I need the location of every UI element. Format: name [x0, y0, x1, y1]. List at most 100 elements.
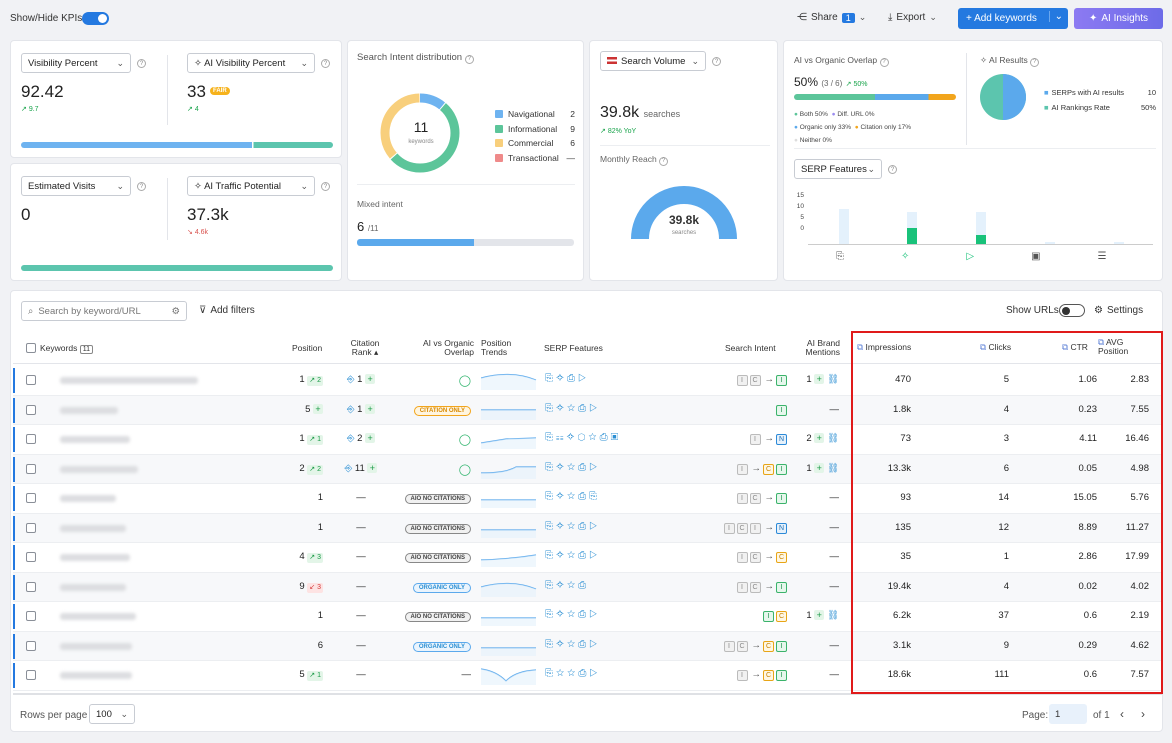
help-icon[interactable]: ? — [137, 59, 146, 68]
citation-cell: ⎆ 2 + — [331, 433, 391, 444]
trend-up-icon: ↗ 3 — [307, 553, 323, 563]
check-circle-icon: ◯ — [458, 463, 471, 476]
keyword-text[interactable] — [60, 613, 136, 620]
table-row[interactable]: 1 — AIO NO CITATIONS ⎘✧☆⎙⎘ I C → I — 93 14 … — [13, 484, 1162, 514]
row-checkbox[interactable] — [26, 581, 36, 592]
settings-button[interactable]: ⚙ Settings — [1094, 305, 1144, 316]
chevron-down-icon[interactable]: ⌄ — [1048, 11, 1063, 22]
search-volume-select[interactable]: Search Volume ⌄ — [600, 51, 706, 71]
chevron-down-icon: ⌄ — [300, 180, 308, 191]
row-checkbox[interactable] — [26, 640, 36, 651]
add-keywords-button[interactable]: + Add keywords ⌄ — [958, 8, 1068, 29]
table-row[interactable]: 5 + ⎆ 1 + CITATION ONLY ⎘✧☆⎙▷ I — 1.8k 4… — [13, 395, 1162, 425]
table-row[interactable]: 2 ↗ 2 ⎆ 11 + ◯ ⎘✧☆⎙▷ I → C I 1 + ⛓ 13.3k 6 … — [13, 454, 1162, 484]
search-icon: ⌕ — [28, 305, 34, 317]
prev-page-icon[interactable]: ‹ — [1120, 707, 1124, 721]
page-label: Page: — [1022, 710, 1049, 721]
select-all-checkbox[interactable] — [26, 343, 36, 353]
keyword-text[interactable] — [60, 465, 138, 473]
keyword-text[interactable] — [60, 406, 118, 414]
table-row[interactable]: 1 — AIO NO CITATIONS ⎘✧☆⎙▷ I C I → N — 135 1… — [13, 513, 1162, 543]
serp-features-icons: ⎘✧☆⎙⎘ — [545, 491, 601, 502]
help-icon[interactable]: ? — [712, 57, 721, 66]
table-row[interactable]: 9 ↙ 3 — ORGANIC ONLY ⎘✧☆⎙ I C → I — 19.4k 4… — [13, 572, 1162, 602]
col-citation-rank[interactable]: Citation Rank ▴ — [350, 338, 380, 357]
keyword-text[interactable] — [60, 583, 126, 591]
visibility-select[interactable]: Visibility Percent ⌄ — [21, 53, 131, 73]
ai-visibility-select[interactable]: ✧ AI Visibility Percent ⌄ — [187, 53, 315, 73]
gsc-icon: ⧉ — [1062, 342, 1069, 352]
keyword-text[interactable] — [60, 436, 130, 443]
col-impressions[interactable]: ⧉ Impressions — [857, 342, 912, 352]
keyword-text[interactable] — [60, 377, 198, 384]
overlap-cell: — — [461, 669, 472, 680]
row-checkbox[interactable] — [26, 375, 36, 385]
impressions-cell: 13.3k — [887, 462, 911, 474]
col-trends[interactable]: Position Trends — [481, 338, 512, 357]
trend-sparkline — [481, 646, 536, 656]
help-icon[interactable]: ? — [321, 59, 330, 68]
col-serp[interactable]: SERP Features — [544, 343, 603, 353]
row-checkbox[interactable] — [26, 404, 36, 415]
row-checkbox[interactable] — [26, 522, 36, 533]
help-icon[interactable]: ? — [879, 57, 889, 67]
keyword-text[interactable] — [60, 495, 116, 502]
col-avg-position[interactable]: ⧉ AVG Position — [1098, 337, 1129, 356]
page-input[interactable]: 1 — [1049, 704, 1087, 724]
ai-traffic-select[interactable]: ✧ AI Traffic Potential ⌄ — [187, 176, 315, 196]
ctr-cell: 4.11 — [1079, 433, 1097, 444]
clicks-cell: 6 — [1003, 462, 1009, 474]
citation-cell: — — [356, 551, 366, 562]
table-row[interactable]: 6 — ORGANIC ONLY ⎘✧☆⎙▷ I C → C I — 3.1k 9 0.… — [13, 631, 1162, 661]
help-icon[interactable]: ? — [1030, 57, 1040, 67]
intent-badge: I — [776, 463, 787, 475]
table-row[interactable]: 1 ↗ 2 ⎆ 1 + ◯ ⎘✧⎙▷ I C → I 1 + ⛓ 470 5 1.06… — [13, 366, 1162, 396]
position-cell: 6 — [317, 639, 323, 651]
kpi-toggle[interactable] — [82, 12, 109, 25]
ctr-cell: 1.06 — [1078, 374, 1098, 385]
keyword-text[interactable] — [60, 524, 126, 532]
intent-cell: I C → I — [673, 374, 789, 386]
keyword-text[interactable] — [60, 642, 132, 650]
intent-badge: C — [736, 640, 748, 652]
brand-cell: — — [829, 580, 840, 592]
col-brand[interactable]: AI Brand Mentions — [805, 338, 841, 357]
col-intent[interactable]: Search Intent — [725, 343, 776, 353]
keyword-text[interactable] — [60, 554, 130, 561]
keyword-text[interactable] — [60, 672, 132, 679]
serp-features-select[interactable]: SERP Features ⌄ — [794, 159, 882, 179]
share-button[interactable]: ⋲ Share 1 ⌄ — [797, 12, 867, 23]
show-urls-toggle[interactable] — [1059, 304, 1085, 317]
ai-insights-button[interactable]: ✦ AI Insights — [1074, 8, 1163, 29]
col-overlap[interactable]: AI vs Organic Overlap — [422, 338, 474, 357]
brand-cell: — — [829, 492, 840, 503]
estimated-visits-select[interactable]: Estimated Visits ⌄ — [21, 176, 131, 196]
row-checkbox[interactable] — [26, 552, 36, 562]
rows-per-page-select[interactable]: 100 ⌄ — [89, 704, 135, 724]
col-position[interactable]: Position — [292, 343, 323, 353]
search-input[interactable]: ⌕ Search by keyword/URL ⚙ — [21, 301, 187, 321]
table-header — [13, 332, 1162, 364]
row-checkbox[interactable] — [26, 670, 36, 680]
export-button[interactable]: ⤓ Export ⌄ — [888, 12, 937, 23]
table-row[interactable]: 1 ↗ 1 ⎆ 2 + ◯ ⎘☷✧⬡☆⎙▣ I → N 2 + ⛓ 73 3 4.1… — [13, 425, 1162, 455]
us-flag-icon — [607, 57, 617, 65]
add-filters-button[interactable]: ⊽ Add filters — [199, 305, 255, 316]
col-ctr[interactable]: ⧉ CTR — [1062, 342, 1088, 352]
table-row[interactable]: 5 ↗ 1 — — ⎘☆☆⎙▷ I → C I — 18.6k 111 0.6 7.5… — [13, 661, 1162, 691]
help-icon[interactable]: ? — [137, 182, 146, 191]
help-icon[interactable]: ? — [321, 182, 330, 191]
citation-cell: ⎆ 1 + — [331, 374, 391, 385]
row-checkbox[interactable] — [26, 611, 36, 621]
help-icon[interactable]: ? — [888, 165, 897, 174]
help-icon[interactable]: ? — [464, 54, 474, 64]
row-checkbox[interactable] — [26, 493, 36, 503]
help-icon[interactable]: ? — [659, 156, 669, 166]
table-row[interactable]: 4 ↗ 3 — AIO NO CITATIONS ⎘✧☆⎙▷ I C → C — 35… — [13, 543, 1162, 573]
row-checkbox[interactable] — [26, 463, 36, 474]
next-page-icon[interactable]: › — [1141, 707, 1145, 721]
row-checkbox[interactable] — [26, 434, 36, 444]
col-clicks[interactable]: ⧉ Clicks — [980, 342, 1012, 352]
